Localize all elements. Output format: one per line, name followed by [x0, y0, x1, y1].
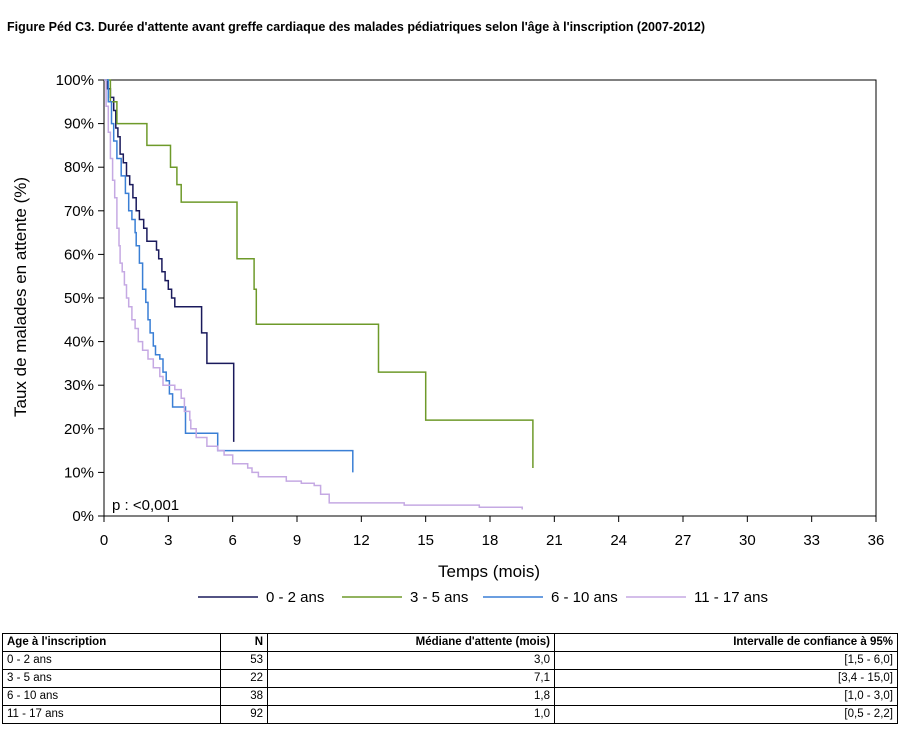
legend-label: 6 - 10 ans [551, 589, 618, 606]
cell-n: 22 [220, 669, 268, 688]
series-line-1 [104, 79, 235, 442]
cell-n: 53 [220, 651, 268, 670]
x-tick-label: 21 [546, 532, 563, 549]
legend: 0 - 2 ans 3 - 5 ans 6 - 10 ans 11 - 17 ans [198, 589, 768, 606]
cell-median: 1,0 [267, 705, 555, 724]
x-tick-label: 36 [868, 532, 885, 549]
axis-layer: 0%10%20%30%40%50%60%70%80%90%100%0 3 6 9 12 1… [56, 72, 885, 549]
x-tick-label: 0 [100, 532, 108, 549]
table-row: 11 - 17 ans 92 1,0 [0,5 - 2,2] [2, 705, 898, 724]
y-tick-label: 40% [64, 334, 94, 351]
series-line-3 [104, 79, 354, 473]
cell-ci: [3,4 - 15,0] [554, 669, 898, 688]
cell-ci: [0,5 - 2,2] [554, 705, 898, 724]
legend-label: 3 - 5 ans [410, 589, 468, 606]
header-n: N [220, 633, 268, 652]
y-axis-label: Taux de malades en attente (%) [11, 177, 30, 417]
cell-ci: [1,5 - 6,0] [554, 651, 898, 670]
y-tick-label: 70% [64, 203, 94, 220]
median-wait-table: Age à l'inscription N Médiane d'attente … [2, 633, 898, 724]
header-ci: Intervalle de confiance à 95% [554, 633, 898, 652]
x-tick-label: 30 [739, 532, 756, 549]
y-tick-label: 20% [64, 421, 94, 438]
series-layer [104, 79, 534, 510]
header-age: Age à l'inscription [2, 633, 221, 652]
legend-label: 11 - 17 ans [694, 589, 768, 606]
x-tick-label: 9 [293, 532, 301, 549]
series-line-4 [104, 79, 523, 510]
cell-ci: [1,0 - 3,0] [554, 687, 898, 706]
x-tick-label: 15 [417, 532, 434, 549]
figure-title: Figure Péd C3. Durée d'attente avant gre… [7, 20, 706, 34]
y-tick-label: 60% [64, 246, 94, 263]
cell-age: 11 - 17 ans [2, 705, 221, 724]
y-tick-label: 80% [64, 159, 94, 176]
y-tick-label: 90% [64, 116, 94, 133]
x-tick-label: 27 [675, 532, 692, 549]
legend-label: 0 - 2 ans [266, 589, 324, 606]
y-tick-label: 100% [56, 72, 94, 89]
table-row: 6 - 10 ans 38 1,8 [1,0 - 3,0] [2, 687, 898, 706]
y-tick-label: 0% [72, 508, 94, 525]
x-tick-label: 3 [164, 532, 172, 549]
x-axis-label: Temps (mois) [438, 562, 540, 581]
cell-age: 6 - 10 ans [2, 687, 221, 706]
p-value-annotation: p : <0,001 [112, 497, 179, 514]
cell-n: 38 [220, 687, 268, 706]
x-tick-label: 6 [228, 532, 236, 549]
cell-median: 3,0 [267, 651, 555, 670]
cell-median: 7,1 [267, 669, 555, 688]
x-tick-label: 33 [803, 532, 820, 549]
table-row: 0 - 2 ans 53 3,0 [1,5 - 6,0] [2, 651, 898, 670]
y-tick-label: 30% [64, 377, 94, 394]
cell-age: 0 - 2 ans [2, 651, 221, 670]
cell-median: 1,8 [267, 687, 555, 706]
header-median: Médiane d'attente (mois) [267, 633, 555, 652]
x-tick-label: 24 [610, 532, 627, 549]
series-line-2 [104, 79, 534, 468]
table-header-row: Age à l'inscription N Médiane d'attente … [2, 633, 898, 652]
y-tick-label: 50% [64, 290, 94, 307]
table-row: 3 - 5 ans 22 7,1 [3,4 - 15,0] [2, 669, 898, 688]
survival-chart: 0%10%20%30%40%50%60%70%80%90%100%0 3 6 9 12 1… [11, 72, 885, 606]
cell-age: 3 - 5 ans [2, 669, 221, 688]
x-tick-label: 12 [353, 532, 370, 549]
x-tick-label: 18 [482, 532, 499, 549]
cell-n: 92 [220, 705, 268, 724]
y-tick-label: 10% [64, 464, 94, 481]
